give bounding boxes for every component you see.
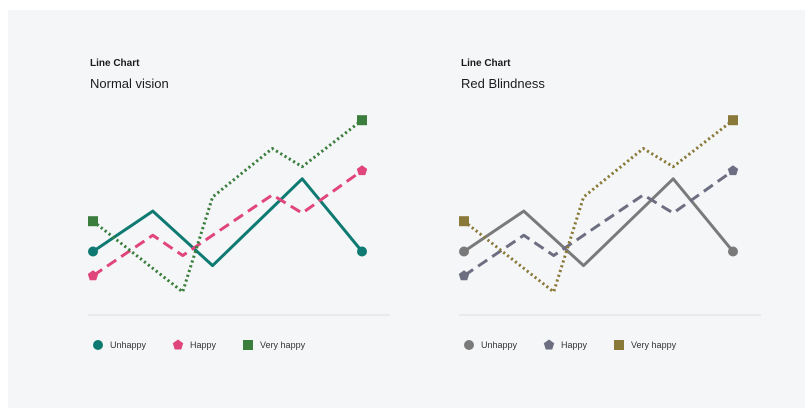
legend-item-happy: Happy	[543, 339, 587, 351]
series-point-end	[357, 246, 367, 257]
legend-marker-shape	[614, 340, 625, 350]
chart-title: Normal vision	[90, 76, 169, 91]
series-line-happy	[92, 169, 363, 277]
legend-item-very-happy: Very happy	[613, 339, 676, 351]
series-point-end	[727, 165, 739, 176]
series-line-very-happy	[92, 119, 363, 294]
series-line-unhappy	[92, 177, 364, 268]
legend-marker-shape	[543, 339, 555, 350]
chart-legend: Unhappy Happy Very happy	[463, 338, 702, 352]
chart-eyebrow: Line Chart	[90, 58, 140, 69]
circle-marker-icon	[464, 340, 474, 350]
series-line-unhappy	[463, 177, 735, 268]
circle-marker-icon	[93, 340, 103, 350]
line-chart-plot	[87, 115, 390, 316]
legend-label: Happy	[190, 340, 217, 350]
series-point-start	[87, 270, 99, 281]
legend-label: Very happy	[631, 340, 677, 350]
series-point-end	[356, 165, 368, 176]
legend-label: Happy	[561, 340, 588, 350]
square-marker-icon	[243, 340, 254, 350]
legend-label: Unhappy	[110, 340, 147, 350]
legend-marker-shape	[464, 340, 474, 350]
line-chart-plot	[458, 115, 761, 316]
legend-item-happy: Happy	[172, 339, 216, 351]
series-point-start	[458, 270, 470, 281]
series-point-start	[459, 246, 469, 257]
legend-marker-shape	[243, 340, 254, 350]
legend-item-unhappy: Unhappy	[463, 339, 517, 351]
series-point-end	[728, 115, 738, 126]
pentagon-marker-icon	[543, 339, 555, 350]
chart-panel-red-blindness: Line Chart Red Blindness Unhappy Happy V…	[458, 10, 811, 408]
legend-marker-shape	[93, 340, 103, 350]
series-line-happy	[463, 169, 734, 277]
pentagon-marker-icon	[172, 339, 184, 350]
series-point-start	[88, 246, 98, 257]
series-point-start	[459, 216, 469, 227]
series-point-end	[357, 115, 367, 126]
series-line-very-happy	[463, 119, 734, 294]
chart-panel-normal-vision: Line Chart Normal vision Unhappy Happy V…	[87, 10, 448, 408]
chart-canvas: Line Chart Normal vision Unhappy Happy V…	[8, 10, 805, 408]
square-marker-icon	[614, 340, 625, 350]
legend-item-very-happy: Very happy	[242, 339, 305, 351]
chart-eyebrow: Line Chart	[461, 58, 511, 69]
legend-item-unhappy: Unhappy	[92, 339, 146, 351]
chart-legend: Unhappy Happy Very happy	[92, 338, 331, 352]
legend-label: Very happy	[260, 340, 306, 350]
series-point-end	[728, 246, 738, 257]
series-point-start	[88, 216, 98, 227]
chart-title: Red Blindness	[461, 76, 545, 91]
legend-marker-shape	[172, 339, 184, 350]
legend-label: Unhappy	[481, 340, 518, 350]
